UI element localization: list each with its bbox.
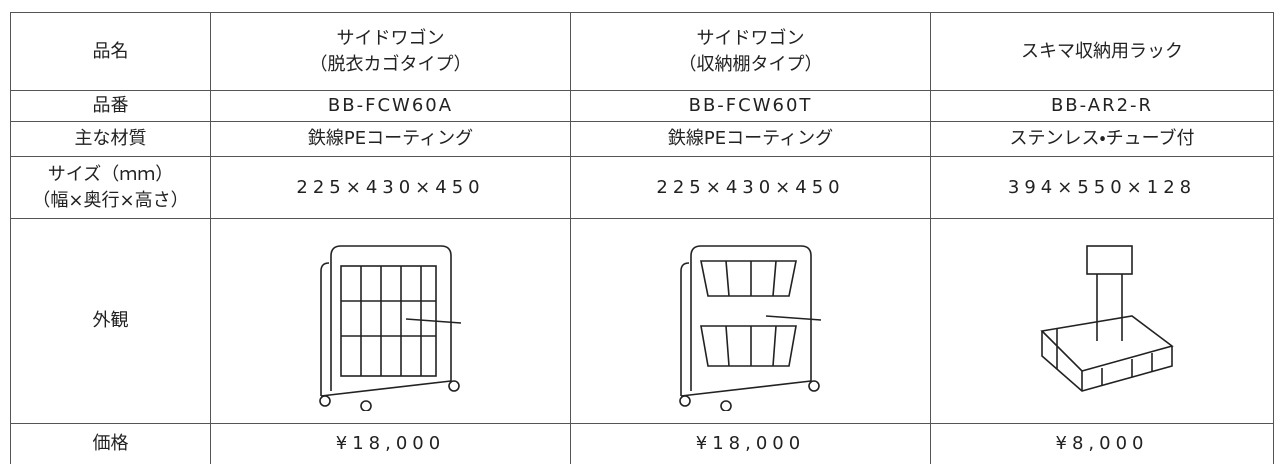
wagon-shelf-image (678, 245, 821, 411)
row-label: サイズ（ｍｍ） （幅×奥行×高さ） (10, 156, 211, 219)
cell-text: 品名 (92, 40, 129, 62)
rack-image (1040, 245, 1174, 392)
cell: サイドワゴン （脱衣カゴタイプ） (210, 12, 571, 91)
table-row: 品番 BB-FCW60A BB-FCW60T BB-AR2-R (10, 90, 1274, 122)
cell-text: 鉄線PEコーティング (307, 128, 474, 149)
cell: 225×430×450 (570, 156, 931, 219)
cell-text: スキマ収納用ラック (1021, 40, 1183, 62)
cell: BB-AR2-R (930, 90, 1274, 122)
cell-text: 外観 (92, 310, 129, 331)
cell-text: 394×550×128 (1007, 176, 1197, 198)
cell: ¥18,000 (570, 423, 931, 464)
row-label: 外観 (10, 218, 211, 424)
cell-text: 鉄線PEコーティング (667, 128, 834, 149)
cell-text: BB-FCW60A (327, 95, 454, 116)
cell-text: （幅×奥行×高さ） (32, 189, 189, 211)
cell-text: ¥18,000 (695, 432, 806, 454)
cell: 394×550×128 (930, 156, 1274, 219)
wagon-basket-image (318, 245, 461, 411)
cell: ¥18,000 (210, 423, 571, 464)
cell-text: （脱衣カゴタイプ） (309, 53, 472, 75)
table-row: 価格 ¥18,000 ¥18,000 ¥8,000 (10, 423, 1274, 464)
cell-text: サイズ（ｍｍ） (47, 163, 174, 185)
cell-text: 225×430×450 (656, 176, 845, 198)
cell-text: サイドワゴン (696, 27, 805, 49)
cell-text: BB-FCW60T (688, 95, 813, 116)
table-row: サイズ（ｍｍ） （幅×奥行×高さ） 225×430×450 225×430×450 39… (10, 156, 1274, 219)
cell-text: 品番 (92, 95, 129, 116)
cell-text: ステンレス・チューブ付 (1009, 128, 1195, 149)
cell: 鉄線PEコーティング (570, 121, 931, 157)
row-label: 品番 (10, 90, 211, 122)
row-label: 価格 (10, 423, 211, 464)
table-body: 品名 サイドワゴン （脱衣カゴタイプ） サイドワゴン （収納棚タイプ） スキマ収納用ラック… (10, 12, 1274, 464)
row-label: 品名 (10, 12, 211, 91)
cell-text: サイドワゴン (336, 27, 445, 49)
cell: ステンレス・チューブ付 (930, 121, 1274, 157)
cell-text: ¥18,000 (335, 432, 446, 454)
cell: スキマ収納用ラック (930, 12, 1274, 91)
cell-text: 225×430×450 (296, 176, 485, 198)
cell: 鉄線PEコーティング (210, 121, 571, 157)
image-cell (210, 218, 571, 424)
spec-table: 品名 サイドワゴン （脱衣カゴタイプ） サイドワゴン （収納棚タイプ） スキマ収納用ラック… (10, 12, 1274, 464)
cell-text: BB-AR2-R (1050, 95, 1154, 116)
cell-text: 主な材質 (74, 128, 147, 149)
row-label: 主な材質 (10, 121, 211, 157)
table-row: 外観 (10, 218, 1274, 424)
image-cell (570, 218, 931, 424)
cell: BB-FCW60T (570, 90, 931, 122)
cell-text: ¥8,000 (1055, 432, 1149, 454)
table-row: 品名 サイドワゴン （脱衣カゴタイプ） サイドワゴン （収納棚タイプ） スキマ収納用ラック (10, 12, 1274, 91)
cell-text: （収納棚タイプ） (678, 53, 823, 75)
cell-text: 価格 (92, 432, 129, 454)
image-cell (930, 218, 1274, 424)
cell: サイドワゴン （収納棚タイプ） (570, 12, 931, 91)
cell: ¥8,000 (930, 423, 1274, 464)
table-row: 主な材質 鉄線PEコーティング 鉄線PEコーティング ステンレス・チューブ付 (10, 121, 1274, 157)
cell: BB-FCW60A (210, 90, 571, 122)
cell: 225×430×450 (210, 156, 571, 219)
